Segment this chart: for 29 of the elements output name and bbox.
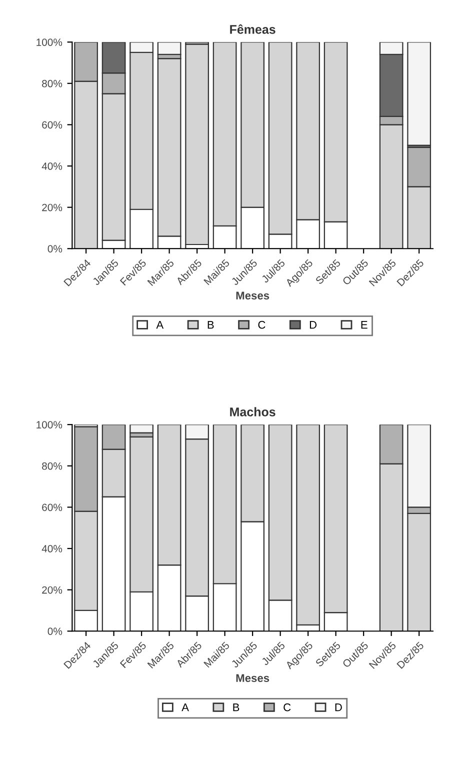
y-tick-label: 20% <box>42 586 62 594</box>
y-tick-label: 60% <box>42 121 62 129</box>
y-tick-label: 80% <box>42 80 62 88</box>
legend-label: C <box>284 703 291 712</box>
y-tick-label: 60% <box>42 504 62 512</box>
legend-label: B <box>233 704 240 712</box>
legend-label: A <box>156 321 164 329</box>
chart-title: Machos <box>230 407 276 416</box>
x-axis-title: Meses <box>236 674 270 682</box>
y-tick-label: 20% <box>42 204 62 212</box>
bar <box>157 42 182 56</box>
bar <box>185 44 209 246</box>
bar <box>407 42 432 146</box>
legend-label: D <box>335 704 342 712</box>
legend-label: B <box>208 321 214 329</box>
bar <box>130 424 154 434</box>
y-tick-label: 100% <box>36 421 62 428</box>
y-tick-label: 80% <box>42 462 62 470</box>
legend-label: A <box>182 704 189 712</box>
y-tick-label: 0% <box>48 245 62 252</box>
y-tick-label: 40% <box>42 162 62 170</box>
legend-label: C <box>258 320 266 329</box>
x-axis-title: Meses <box>236 292 270 300</box>
y-tick-label: 100% <box>36 38 62 46</box>
legend-label: D <box>310 321 317 329</box>
legend-label: E <box>361 321 368 329</box>
chart-title: Fêmeas <box>230 24 276 34</box>
y-tick-label: 0% <box>48 628 62 635</box>
y-tick-label: 40% <box>42 545 62 552</box>
